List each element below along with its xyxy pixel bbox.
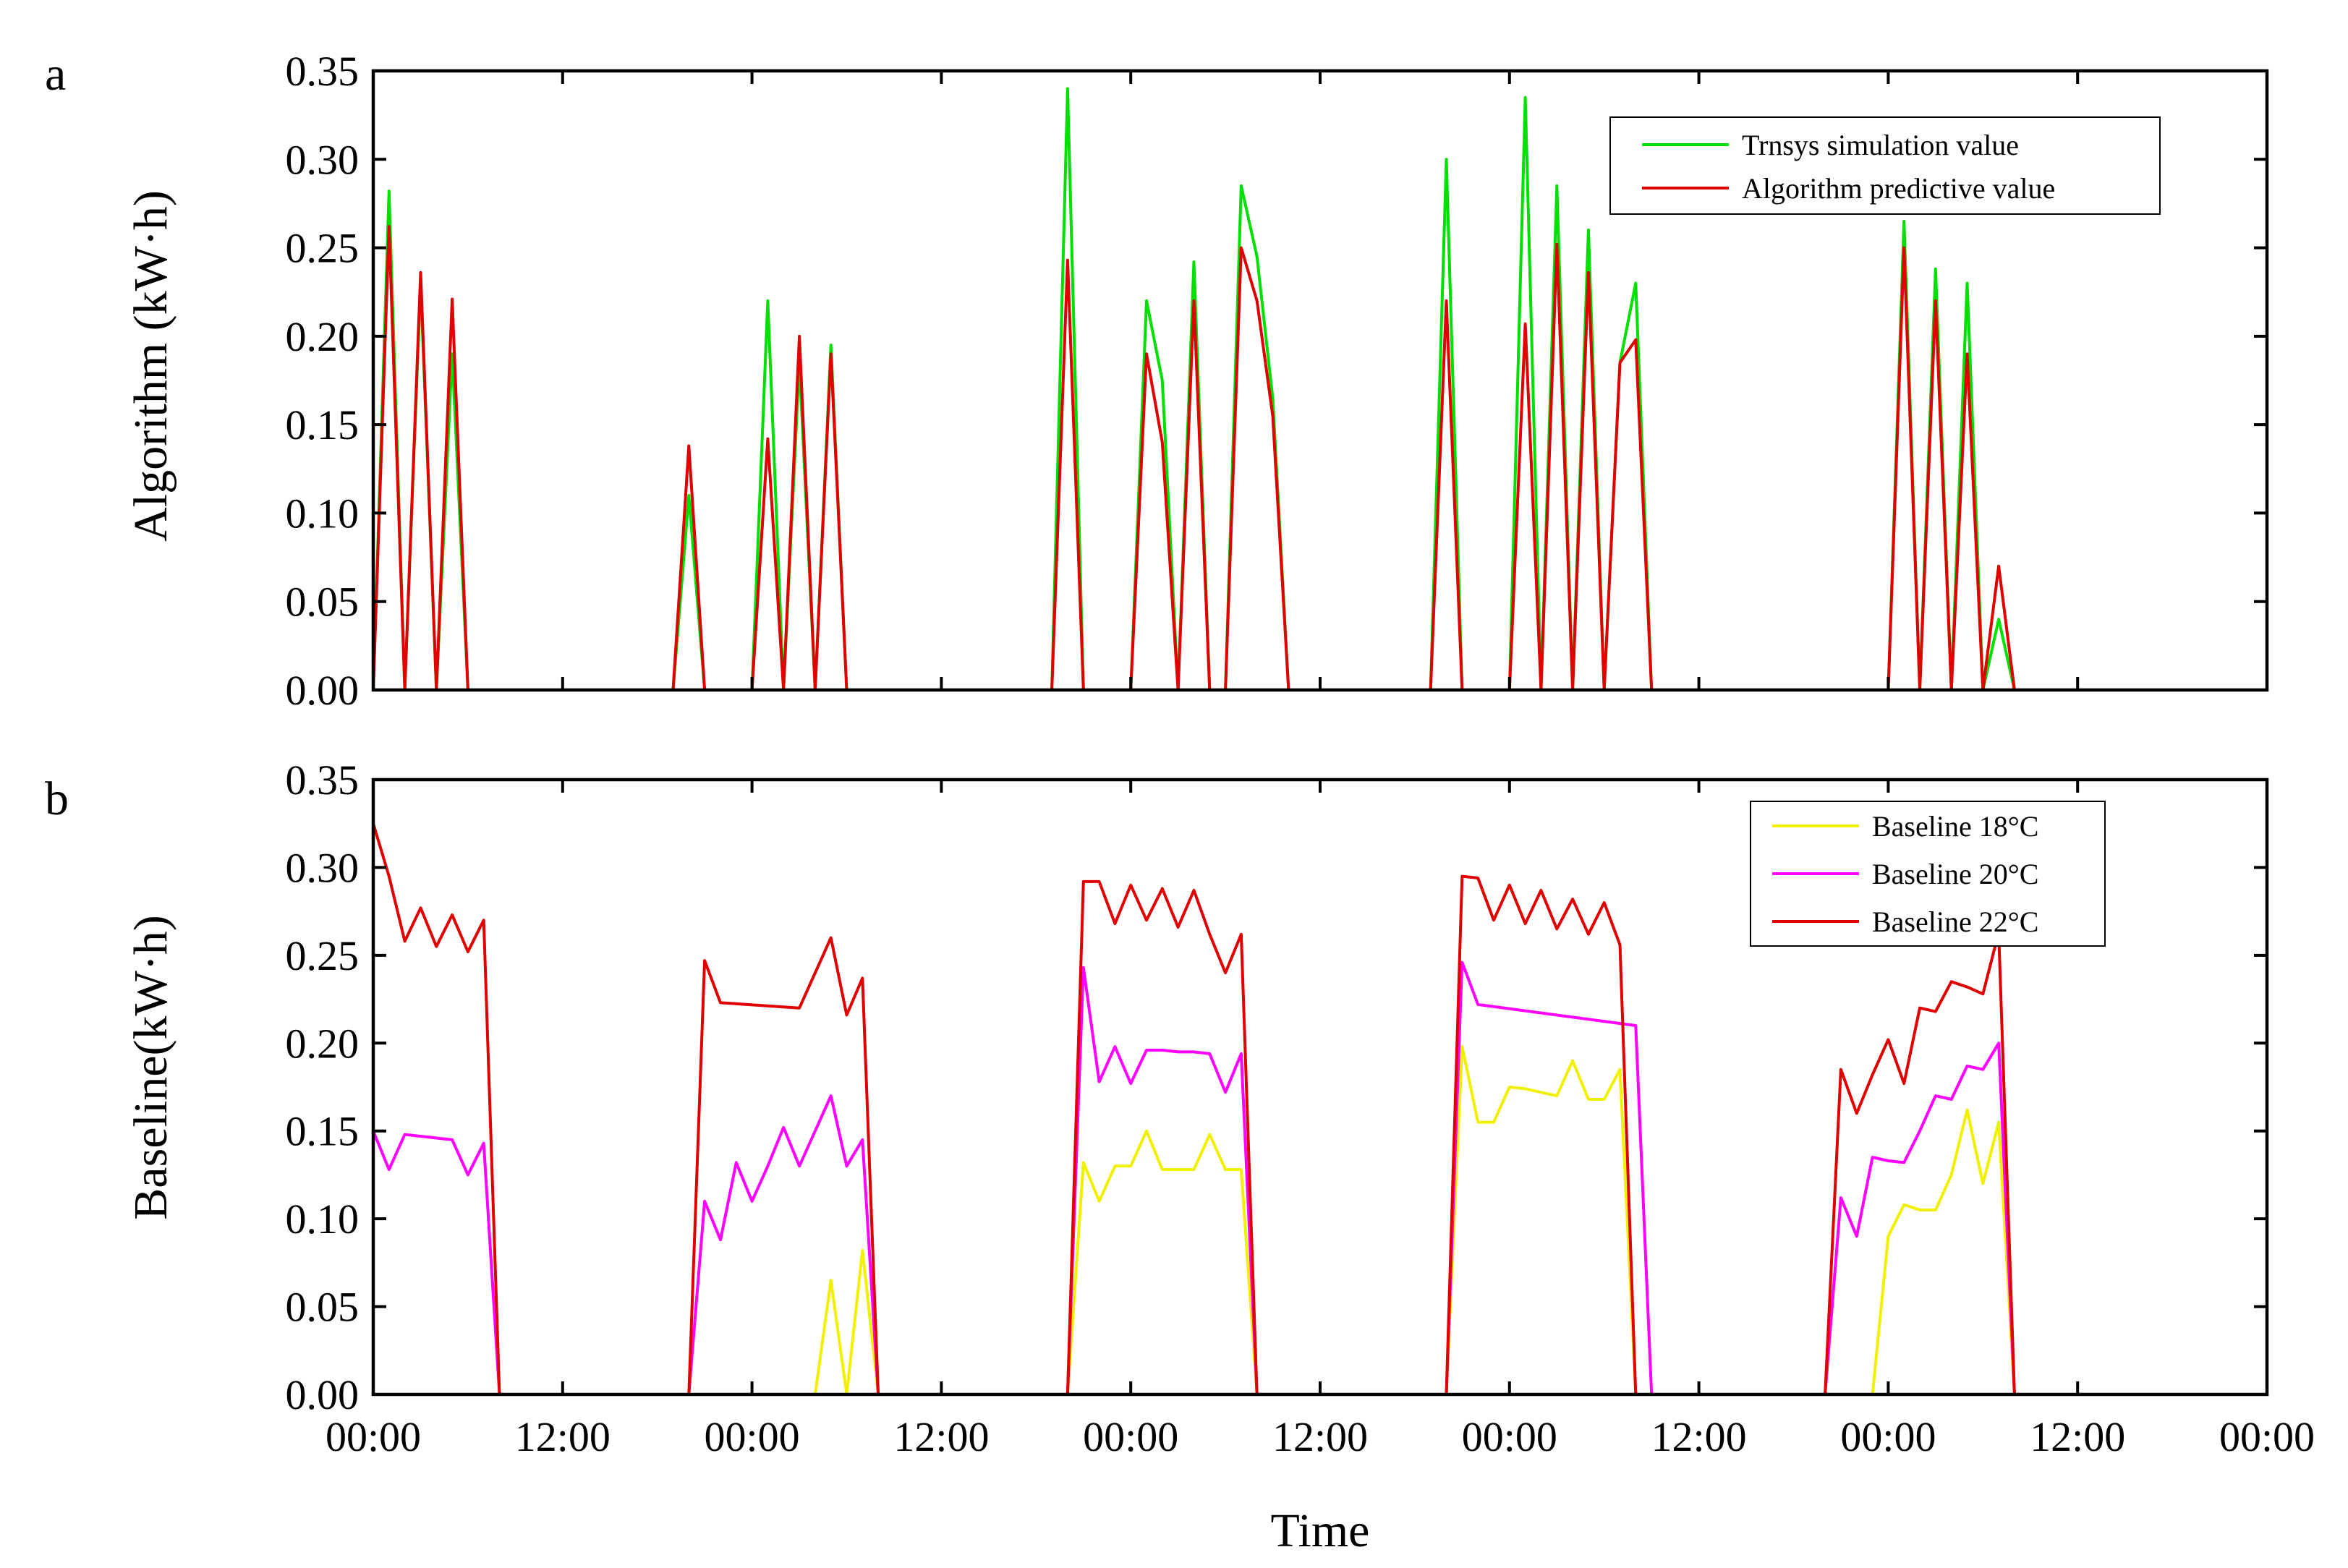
y-tick-label-a-1: 0.05 (286, 579, 360, 626)
x-tick-label-b-1: 12:00 (515, 1413, 611, 1460)
y-tick-label-a-5: 0.25 (286, 225, 360, 272)
panel-b-legend: Baseline 18°C Baseline 20°C Baseline 22°… (1750, 801, 2106, 947)
x-tick-label-b-6: 00:00 (1462, 1413, 1557, 1460)
x-tick-label-b-0: 00:00 (326, 1413, 421, 1460)
panel-a-letter: a (45, 48, 66, 101)
panel-b-letter: b (45, 772, 69, 825)
panel-a: a Algorithm (kW·h) 0.000.050.100.150.200… (45, 48, 2269, 714)
x-tick-label-b-7: 12:00 (1651, 1413, 1747, 1460)
y-tick-label-b-2: 0.10 (286, 1196, 360, 1243)
x-tick-label-b-10: 00:00 (2219, 1413, 2315, 1460)
x-tick-label-b-2: 00:00 (705, 1413, 800, 1460)
x-tick-label-b-4: 00:00 (1083, 1413, 1178, 1460)
x-tick-label-b-5: 12:00 (1272, 1413, 1368, 1460)
panel-a-ticks-group: 0.00 0.05 0.10 0.15 0.20 0.25 0.30 0.35 (286, 48, 2268, 714)
panel-b-y-axis-title: Baseline(kW·h) (124, 915, 177, 1220)
series-line-b-0 (373, 1045, 2267, 1396)
y-tick-label-a-0: 0.00 (286, 667, 360, 714)
y-tick-label-a-4: 0.20 (286, 313, 360, 360)
panel-b: b Baseline(kW·h) 0.00 0.05 0.10 0.15 0.20 0.2… (45, 757, 2315, 1557)
x-tick-label-b-8: 00:00 (1840, 1413, 1936, 1460)
x-tick-label-b-3: 12:00 (893, 1413, 989, 1460)
legend-label-baseline-18: Baseline 18°C (1872, 810, 2038, 843)
legend-label-trnsys: Trnsys simulation value (1742, 129, 2019, 161)
y-tick-label-a-3: 0.15 (286, 401, 360, 448)
panel-a-y-axis-title: Algorithm (kW·h) (124, 190, 177, 542)
y-tick-label-b-6: 0.30 (286, 844, 360, 891)
panel-a-legend-box (1609, 116, 2161, 215)
y-tick-label-b-0: 0.00 (286, 1371, 360, 1418)
y-tick-label-b-3: 0.15 (286, 1108, 360, 1155)
panel-b-ticks-group: 0.00 0.05 0.10 0.15 0.20 0.25 0.30 0.35 00:00 12:… (286, 757, 2315, 1460)
y-tick-label-b-7: 0.35 (286, 757, 360, 804)
panel-b-frame (371, 777, 2269, 1397)
legend-label-algorithm: Algorithm predictive value (1742, 172, 2055, 205)
panel-a-legend: Trnsys simulation value Algorithm predic… (1609, 116, 2161, 215)
panel-a-frame (371, 69, 2269, 692)
y-tick-label-a-7: 0.35 (286, 48, 360, 95)
x-axis-title: Time (1271, 1504, 1370, 1557)
legend-label-baseline-20: Baseline 20°C (1872, 858, 2038, 890)
y-tick-label-a-6: 0.30 (286, 136, 360, 183)
legend-label-baseline-22: Baseline 22°C (1872, 906, 2038, 938)
x-tick-label-b-9: 12:00 (2030, 1413, 2125, 1460)
y-tick-label-a-2: 0.10 (286, 490, 360, 537)
series-line-b-1 (372, 960, 2267, 1396)
y-tick-label-b-1: 0.05 (286, 1284, 360, 1331)
y-tick-label-b-4: 0.20 (286, 1020, 360, 1067)
y-tick-label-b-5: 0.25 (286, 932, 360, 979)
